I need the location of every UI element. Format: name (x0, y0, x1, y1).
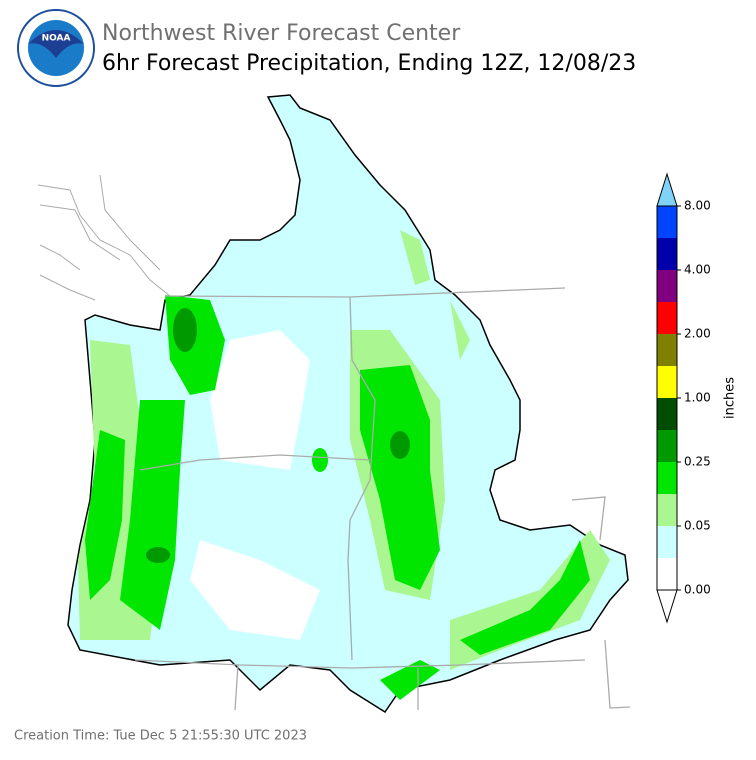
legend-label: inches (723, 377, 738, 419)
colorbar-bin (657, 494, 677, 526)
colorbar-tick-label: 8.00 (684, 199, 711, 213)
colorbar-bin (657, 270, 677, 302)
colorbar-bin (657, 558, 677, 590)
creation-time: Creation Time: Tue Dec 5 21:55:30 UTC 20… (14, 729, 307, 744)
colorbar-bin (657, 462, 677, 494)
colorbar-bin (657, 206, 677, 238)
colorbar-bin (657, 526, 677, 558)
colorbar-bin (657, 366, 677, 398)
map-title: 6hr Forecast Precipitation, Ending 12Z, … (102, 51, 636, 76)
colorbar: 0.00 0.05 0.25 1.00 2.00 4.00 8.00 (656, 172, 711, 624)
colorbar-bin (657, 238, 677, 270)
agency: Northwest River Forecast Center (102, 21, 461, 46)
colorbar-bin (657, 302, 677, 334)
colorbar-bin (657, 430, 677, 462)
state-lines (134, 287, 631, 711)
colorbar-bin (657, 334, 677, 366)
colorbar-tick-label: 0.00 (684, 583, 711, 597)
noaa-logo: NOAA (17, 9, 95, 87)
colorbar-tick-label: 0.05 (684, 519, 711, 533)
colorbar-bin (657, 398, 677, 430)
colorbar-tick-label: 1.00 (684, 391, 711, 405)
colorbar-under (656, 589, 678, 624)
colorbar-over (656, 172, 678, 207)
colorbar-tick-label: 0.25 (684, 455, 711, 469)
svg-text:NOAA: NOAA (42, 34, 71, 44)
colorbar-tick-label: 2.00 (684, 327, 711, 341)
colorbar-tick-label: 4.00 (684, 263, 711, 277)
coastline (37, 174, 176, 301)
precip-areas (78, 230, 610, 700)
